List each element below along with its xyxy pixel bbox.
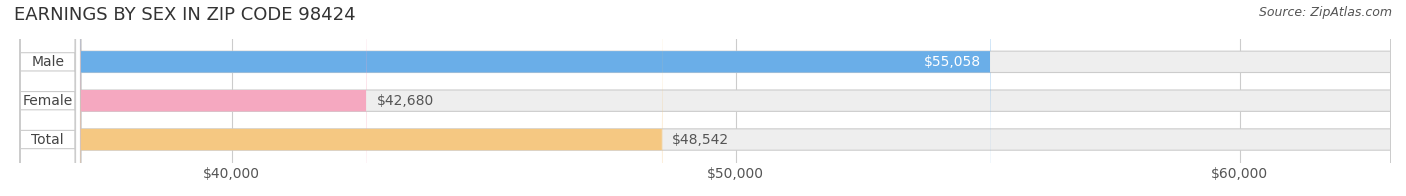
Text: Female: Female <box>22 94 73 108</box>
Text: Source: ZipAtlas.com: Source: ZipAtlas.com <box>1258 6 1392 19</box>
FancyBboxPatch shape <box>20 0 76 196</box>
Text: $55,058: $55,058 <box>924 55 980 69</box>
FancyBboxPatch shape <box>80 0 1391 196</box>
FancyBboxPatch shape <box>80 0 367 196</box>
FancyBboxPatch shape <box>80 0 662 196</box>
FancyBboxPatch shape <box>80 0 1391 196</box>
Text: Male: Male <box>31 55 65 69</box>
Text: $42,680: $42,680 <box>377 94 434 108</box>
FancyBboxPatch shape <box>20 0 76 196</box>
Text: $48,542: $48,542 <box>672 132 730 147</box>
Text: Total: Total <box>31 132 65 147</box>
FancyBboxPatch shape <box>80 0 1391 196</box>
FancyBboxPatch shape <box>20 0 76 196</box>
Text: EARNINGS BY SEX IN ZIP CODE 98424: EARNINGS BY SEX IN ZIP CODE 98424 <box>14 6 356 24</box>
FancyBboxPatch shape <box>80 0 991 196</box>
